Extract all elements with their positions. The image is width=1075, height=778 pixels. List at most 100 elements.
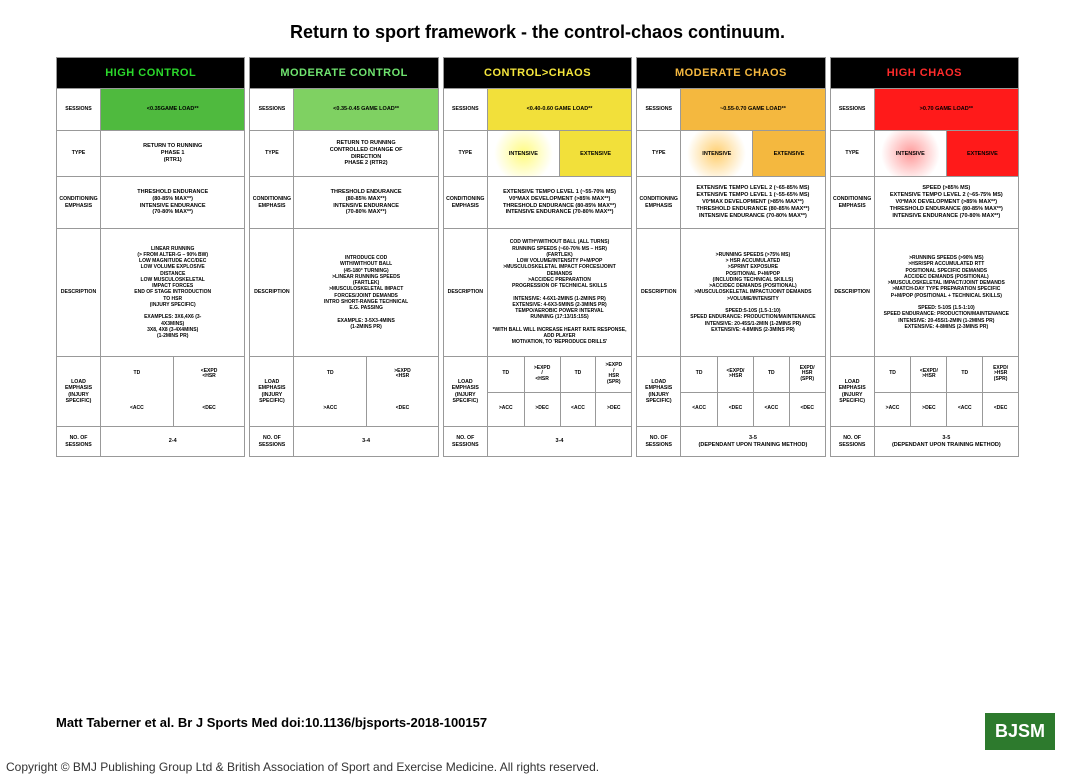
row: SESSIONS<0.40-0.60 GAME LOAD** (444, 88, 631, 130)
row-label: LOADEMPHASIS(INJURY SPECIFIC) (444, 357, 488, 426)
load-cell: TD (946, 357, 982, 392)
sessions-value: ~0.55-0.70 GAME LOAD** (681, 89, 824, 130)
phase-header: MODERATE CONTROL (250, 58, 437, 88)
phase-column-3: MODERATE CHAOSSESSIONS~0.55-0.70 GAME LO… (636, 57, 825, 457)
load-cell: TD (294, 357, 366, 392)
load-cell: >EXPD/HSR(SPR) (595, 357, 631, 392)
load-cell: <EXPD<HSR (173, 357, 245, 392)
citation: Matt Taberner et al. Br J Sports Med doi… (56, 715, 487, 732)
continuum-chart: HIGH CONTROLSESSIONS<0.35GAME LOAD**TYPE… (0, 57, 1075, 457)
load-cell: >DEC (595, 392, 631, 427)
load-cell: <ACC (946, 392, 982, 427)
load-cell: <ACC (681, 392, 717, 427)
row: LOADEMPHASIS(INJURY SPECIFIC)TD<EXPD/>HS… (831, 356, 1018, 426)
row: DESCRIPTIONLINEAR RUNNING(> FROM ALTER-G… (57, 228, 244, 356)
nos-value: 2-4 (101, 427, 244, 456)
row-label: DESCRIPTION (637, 229, 681, 356)
row: CONDITIONINGEMPHASISSPEED (>85% MS)EXTEN… (831, 176, 1018, 228)
row: SESSIONS<0.35-0.45 GAME LOAD** (250, 88, 437, 130)
row: SESSIONS<0.35GAME LOAD** (57, 88, 244, 130)
load-cell: EXPD/>HSR(SPR) (982, 357, 1018, 392)
load-cell: TD (681, 357, 717, 392)
row: CONDITIONINGEMPHASISTHRESHOLD ENDURANCE(… (57, 176, 244, 228)
row-label: SESSIONS (637, 89, 681, 130)
sessions-value: <0.40-0.60 GAME LOAD** (488, 89, 631, 130)
row-label: LOADEMPHASIS(INJURY SPECIFIC) (250, 357, 294, 426)
row-label: LOADEMPHASIS(INJURY SPECIFIC) (831, 357, 875, 426)
row: DESCRIPTIONINTRODUCE CODWITH/WITHOUT BAL… (250, 228, 437, 356)
row: TYPE INTENSIVE EXTENSIVE (444, 130, 631, 176)
load-cell: TD (101, 357, 173, 392)
row-label: SESSIONS (444, 89, 488, 130)
type-intensive: INTENSIVE (875, 131, 946, 176)
load-cell: TD (560, 357, 596, 392)
load-cell: EXPD/HSR(SPR) (789, 357, 825, 392)
load-cell: >ACC (294, 392, 366, 427)
load-cell: >EXPD/<HSR (524, 357, 560, 392)
row-label: NO. OF SESSIONS (444, 427, 488, 456)
nos-value: 3-5(DEPENDANT UPON TRAINING METHOD) (681, 427, 824, 456)
load-cell: <DEC (366, 392, 438, 427)
row: TYPE INTENSIVE EXTENSIVE (831, 130, 1018, 176)
row: DESCRIPTION>RUNNING SPEEDS (>75% MS)> HS… (637, 228, 824, 356)
load-cell: <DEC (173, 392, 245, 427)
row-label: SESSIONS (831, 89, 875, 130)
type-intensive: INTENSIVE (488, 131, 559, 176)
load-cell: <ACC (560, 392, 596, 427)
nos-value: 3-5(DEPENDANT UPON TRAINING METHOD) (875, 427, 1018, 456)
row-label: NO. OF SESSIONS (637, 427, 681, 456)
row-label: CONDITIONINGEMPHASIS (831, 177, 875, 228)
conditioning-value: THRESHOLD ENDURANCE(80-85% MAX**)INTENSI… (294, 177, 437, 228)
row-label: TYPE (250, 131, 294, 176)
row: LOADEMPHASIS(INJURY SPECIFIC)TD<EXPD/>HS… (637, 356, 824, 426)
row: DESCRIPTIONCOD WITH*/WITHOUT BALL (ALL T… (444, 228, 631, 356)
row-label: TYPE (444, 131, 488, 176)
row-label: DESCRIPTION (250, 229, 294, 356)
description-value: INTRODUCE CODWITH/WITHOUT BALL(45-180° T… (294, 229, 437, 356)
row: CONDITIONINGEMPHASISTHRESHOLD ENDURANCE(… (250, 176, 437, 228)
row: NO. OF SESSIONS3-4 (250, 426, 437, 456)
conditioning-value: EXTENSIVE TEMPO LEVEL 1 (~55-70% MS)V0²M… (488, 177, 631, 228)
description-value: LINEAR RUNNING(> FROM ALTER-G – 90% BW)L… (101, 229, 244, 356)
phase-column-2: CONTROL>CHAOSSESSIONS<0.40-0.60 GAME LOA… (443, 57, 632, 457)
description-value: COD WITH*/WITHOUT BALL (ALL TURNS)RUNNIN… (488, 229, 631, 356)
description-value: >RUNNING SPEEDS (>75% MS)> HSR ACCUMULAT… (681, 229, 824, 356)
sessions-value: <0.35-0.45 GAME LOAD** (294, 89, 437, 130)
phase-header: MODERATE CHAOS (637, 58, 824, 88)
phase-header: HIGH CONTROL (57, 58, 244, 88)
row: NO. OF SESSIONS3-5(DEPENDANT UPON TRAINI… (637, 426, 824, 456)
row-label: DESCRIPTION (57, 229, 101, 356)
row: SESSIONS>0.70 GAME LOAD** (831, 88, 1018, 130)
row: CONDITIONINGEMPHASISEXTENSIVE TEMPO LEVE… (444, 176, 631, 228)
row-label: CONDITIONINGEMPHASIS (57, 177, 101, 228)
row-label: SESSIONS (250, 89, 294, 130)
row-label: NO. OF SESSIONS (57, 427, 101, 456)
row: NO. OF SESSIONS3-5(DEPENDANT UPON TRAINI… (831, 426, 1018, 456)
load-cell: <DEC (789, 392, 825, 427)
phase-column-4: HIGH CHAOSSESSIONS>0.70 GAME LOAD**TYPE … (830, 57, 1019, 457)
load-cell: <DEC (982, 392, 1018, 427)
row-label: LOADEMPHASIS(INJURY SPECIFIC) (57, 357, 101, 426)
load-cell: >ACC (488, 392, 524, 427)
type-extensive: EXTENSIVE (752, 131, 824, 176)
load-cell: <ACC (101, 392, 173, 427)
row-label: TYPE (831, 131, 875, 176)
load-cell: >EXPD<HSR (366, 357, 438, 392)
row-label: TYPE (637, 131, 681, 176)
row: NO. OF SESSIONS2-4 (57, 426, 244, 456)
conditioning-value: THRESHOLD ENDURANCE(80-85% MAX**)INTENSI… (101, 177, 244, 228)
row: DESCRIPTION>RUNNING SPEEDS (>90% MS)>HSR… (831, 228, 1018, 356)
load-cell: >DEC (524, 392, 560, 427)
type-value: RETURN TO RUNNINGPHASE 1(RTR1) (101, 131, 244, 176)
load-cell: TD (875, 357, 911, 392)
nos-value: 3-4 (488, 427, 631, 456)
phase-header: HIGH CHAOS (831, 58, 1018, 88)
phase-column-1: MODERATE CONTROLSESSIONS<0.35-0.45 GAME … (249, 57, 438, 457)
row: LOADEMPHASIS(INJURY SPECIFIC)TD>EXPD<HSR… (250, 356, 437, 426)
load-cell: <EXPD/>HSR (717, 357, 753, 392)
load-cell: TD (488, 357, 524, 392)
load-cell: <DEC (717, 392, 753, 427)
sessions-value: <0.35GAME LOAD** (101, 89, 244, 130)
row-label: LOADEMPHASIS(INJURY SPECIFIC) (637, 357, 681, 426)
phase-column-0: HIGH CONTROLSESSIONS<0.35GAME LOAD**TYPE… (56, 57, 245, 457)
